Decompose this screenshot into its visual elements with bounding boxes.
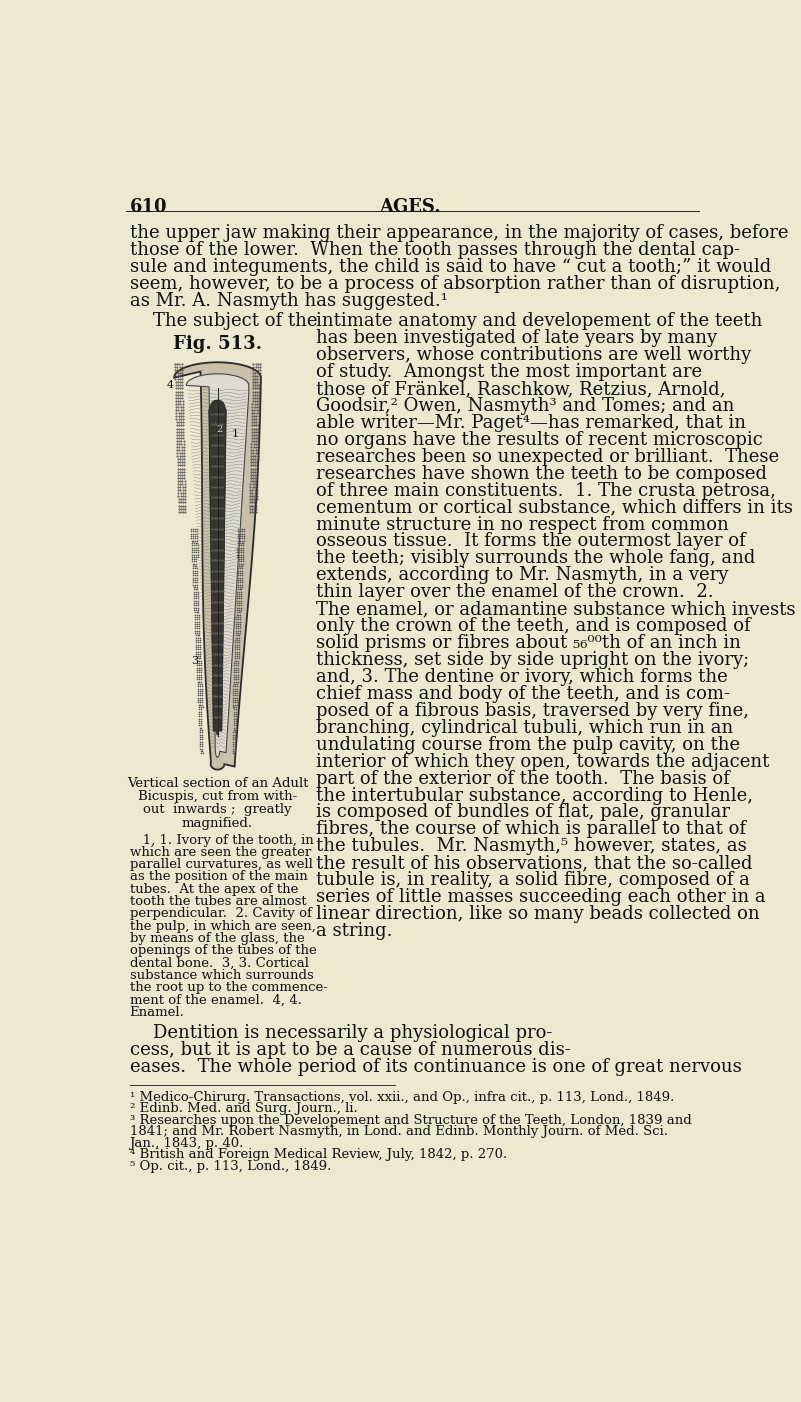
Text: Fig. 513.: Fig. 513. <box>173 335 262 353</box>
Text: Enamel.: Enamel. <box>130 1007 184 1019</box>
Text: has been investigated of late years by many: has been investigated of late years by m… <box>316 329 717 348</box>
Text: part of the exterior of the tooth.  The basis of: part of the exterior of the tooth. The b… <box>316 770 730 788</box>
Text: and, 3. The dentine or ivory, which forms the: and, 3. The dentine or ivory, which form… <box>316 667 727 686</box>
Text: thickness, set side by side upright on the ivory;: thickness, set side by side upright on t… <box>316 651 749 669</box>
Text: which are seen the greater: which are seen the greater <box>130 845 311 859</box>
Text: interior of which they open, towards the adjacent: interior of which they open, towards the… <box>316 753 769 771</box>
Text: tubule is, in reality, a solid fibre, composed of a: tubule is, in reality, a solid fibre, co… <box>316 871 750 889</box>
Text: Vertical section of an Adult: Vertical section of an Adult <box>127 777 308 791</box>
Text: branching, cylindrical tubuli, which run in an: branching, cylindrical tubuli, which run… <box>316 719 733 737</box>
Text: the pulp, in which are seen,: the pulp, in which are seen, <box>130 920 316 932</box>
Text: solid prisms or fibres about ₅₆⁰⁰th of an inch in: solid prisms or fibres about ₅₆⁰⁰th of a… <box>316 634 740 652</box>
Text: ³ Researches upon the Developement and Structure of the Teeth, London, 1839 and: ³ Researches upon the Developement and S… <box>130 1113 691 1127</box>
Text: a string.: a string. <box>316 923 392 941</box>
Text: substance which surrounds: substance which surrounds <box>130 969 313 981</box>
Text: tooth the tubes are almost: tooth the tubes are almost <box>130 894 306 908</box>
Text: intimate anatomy and developement of the teeth: intimate anatomy and developement of the… <box>316 313 762 331</box>
Polygon shape <box>187 374 249 757</box>
Text: extends, according to Mr. Nasmyth, in a very: extends, according to Mr. Nasmyth, in a … <box>316 566 728 585</box>
Text: 4: 4 <box>167 380 175 390</box>
Text: of study.  Amongst the most important are: of study. Amongst the most important are <box>316 363 702 381</box>
Text: perpendicular.  2. Cavity of: perpendicular. 2. Cavity of <box>130 907 312 921</box>
Text: openings of the tubes of the: openings of the tubes of the <box>130 945 316 958</box>
Text: The subject of the: The subject of the <box>130 313 317 331</box>
Text: minute structure in no respect from common: minute structure in no respect from comm… <box>316 516 728 534</box>
Text: parallel curvatures, as well: parallel curvatures, as well <box>130 858 312 871</box>
Text: 610: 610 <box>130 198 167 216</box>
Text: ⁵ Op. cit., p. 113, Lond., 1849.: ⁵ Op. cit., p. 113, Lond., 1849. <box>130 1159 331 1173</box>
Text: Bicuspis, cut from with-: Bicuspis, cut from with- <box>138 791 297 803</box>
Text: cess, but it is apt to be a cause of numerous dis-: cess, but it is apt to be a cause of num… <box>130 1042 570 1060</box>
Text: able writer—Mr. Paget⁴—has remarked, that in: able writer—Mr. Paget⁴—has remarked, tha… <box>316 414 746 432</box>
Text: chief mass and body of the teeth, and is com-: chief mass and body of the teeth, and is… <box>316 686 730 702</box>
Text: sule and integuments, the child is said to have “ cut a tooth;” it would: sule and integuments, the child is said … <box>130 258 771 276</box>
Text: Dentition is necessarily a physiological pro-: Dentition is necessarily a physiological… <box>130 1025 552 1043</box>
Text: magnified.: magnified. <box>182 816 253 830</box>
Text: those of Fränkel, Raschkow, Retzius, Arnold,: those of Fränkel, Raschkow, Retzius, Arn… <box>316 380 725 398</box>
Text: The enamel, or adamantine substance which invests: The enamel, or adamantine substance whic… <box>316 600 795 618</box>
Text: Goodsir,² Owen, Nasmyth³ and Tomes; and an: Goodsir,² Owen, Nasmyth³ and Tomes; and … <box>316 397 734 415</box>
Text: those of the lower.  When the tooth passes through the dental cap-: those of the lower. When the tooth passe… <box>130 241 739 259</box>
Text: no organs have the results of recent microscopic: no organs have the results of recent mic… <box>316 430 763 449</box>
Text: the teeth; visibly surrounds the whole fang, and: the teeth; visibly surrounds the whole f… <box>316 550 755 568</box>
Text: 1: 1 <box>231 429 238 439</box>
Text: ¹ Medico-Chirurg. Transactions, vol. xxii., and Op., infra cit., p. 113, Lond., : ¹ Medico-Chirurg. Transactions, vol. xxi… <box>130 1091 674 1103</box>
Text: the upper jaw making their appearance, in the majority of cases, before: the upper jaw making their appearance, i… <box>130 224 788 243</box>
Text: fibres, the course of which is parallel to that of: fibres, the course of which is parallel … <box>316 820 746 838</box>
Text: researches been so unexpected or brilliant.  These: researches been so unexpected or brillia… <box>316 447 779 465</box>
Text: only the crown of the teeth, and is composed of: only the crown of the teeth, and is comp… <box>316 617 751 635</box>
Text: series of little masses succeeding each other in a: series of little masses succeeding each … <box>316 889 765 906</box>
Text: AGES.: AGES. <box>380 198 441 216</box>
Text: the tubules.  Mr. Nasmyth,⁵ however, states, as: the tubules. Mr. Nasmyth,⁵ however, stat… <box>316 837 747 855</box>
Text: linear direction, like so many beads collected on: linear direction, like so many beads col… <box>316 906 759 923</box>
Text: the root up to the commence-: the root up to the commence- <box>130 981 328 994</box>
Text: seem, however, to be a process of absorption rather than of disruption,: seem, however, to be a process of absorp… <box>130 275 780 293</box>
Text: dental bone.  3, 3. Cortical: dental bone. 3, 3. Cortical <box>130 956 308 970</box>
Text: the result of his observations, that the so-called: the result of his observations, that the… <box>316 854 752 872</box>
Text: out  inwards ;  greatly: out inwards ; greatly <box>143 803 292 816</box>
Text: of three main constituents.  1. The crusta petrosa,: of three main constituents. 1. The crust… <box>316 482 775 499</box>
Text: 1, 1. Ivory of the tooth, in: 1, 1. Ivory of the tooth, in <box>130 834 313 847</box>
Text: by means of the glass, the: by means of the glass, the <box>130 932 304 945</box>
Text: 1841; and Mr. Robert Nasmyth, in Lond. and Edinb. Monthly Journ. of Med. Sci.: 1841; and Mr. Robert Nasmyth, in Lond. a… <box>130 1126 667 1138</box>
Text: posed of a fibrous basis, traversed by very fine,: posed of a fibrous basis, traversed by v… <box>316 702 749 719</box>
Text: as the position of the main: as the position of the main <box>130 871 308 883</box>
Text: as Mr. A. Nasmyth has suggested.¹: as Mr. A. Nasmyth has suggested.¹ <box>130 292 448 310</box>
Polygon shape <box>174 362 261 770</box>
Text: the intertubular substance, according to Henle,: the intertubular substance, according to… <box>316 787 753 805</box>
Text: is composed of bundles of flat, pale, granular: is composed of bundles of flat, pale, gr… <box>316 803 730 822</box>
Text: undulating course from the pulp cavity, on the: undulating course from the pulp cavity, … <box>316 736 739 754</box>
Text: Jan., 1843, p. 40.: Jan., 1843, p. 40. <box>130 1137 244 1150</box>
Text: ² Edinb. Med. and Surg. Journ., li.: ² Edinb. Med. and Surg. Journ., li. <box>130 1102 357 1115</box>
Polygon shape <box>209 400 227 735</box>
Text: observers, whose contributions are well worthy: observers, whose contributions are well … <box>316 346 751 365</box>
Text: cementum or cortical substance, which differs in its: cementum or cortical substance, which di… <box>316 499 792 516</box>
Text: eases.  The whole period of its continuance is one of great nervous: eases. The whole period of its continuan… <box>130 1059 741 1077</box>
Text: 2: 2 <box>216 425 222 433</box>
Text: ment of the enamel.  4, 4.: ment of the enamel. 4, 4. <box>130 994 301 1007</box>
Text: 3: 3 <box>191 656 198 666</box>
Text: researches have shown the teeth to be composed: researches have shown the teeth to be co… <box>316 464 767 482</box>
Text: ⁴ British and Foreign Medical Review, July, 1842, p. 270.: ⁴ British and Foreign Medical Review, Ju… <box>130 1148 507 1161</box>
Text: thin layer over the enamel of the crown.  2.: thin layer over the enamel of the crown.… <box>316 583 713 601</box>
Text: osseous tissue.  It forms the outermost layer of: osseous tissue. It forms the outermost l… <box>316 533 745 551</box>
Text: tubes.  At the apex of the: tubes. At the apex of the <box>130 883 298 896</box>
